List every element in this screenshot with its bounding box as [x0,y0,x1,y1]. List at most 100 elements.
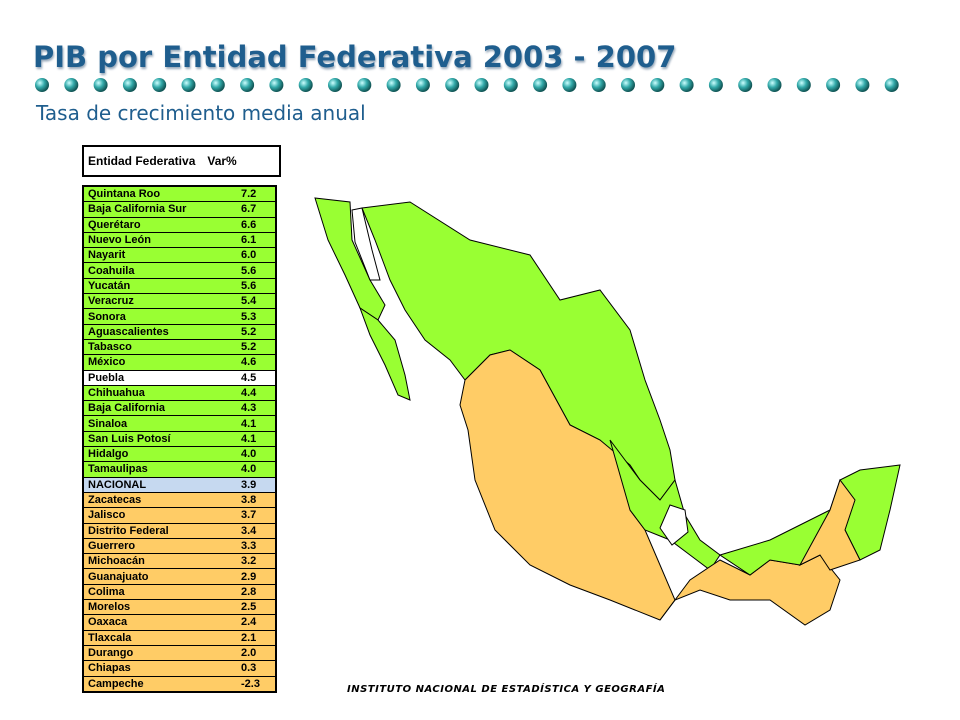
dot [884,78,899,92]
dot [650,78,665,92]
entity-cell: Colima [83,584,237,601]
table-row: Colima 2.8 [83,584,276,601]
value-cell: 2.8 [237,584,276,601]
entity-cell: Oaxaca [83,614,237,631]
dot [122,78,137,92]
entity-cell: Querétaro [83,217,237,233]
entity-cell: San Luis Potosí [83,431,237,448]
value-cell: 7.2 [237,186,276,203]
entity-cell: México [83,354,237,371]
table-row: Jalisco 3.7 [83,507,276,524]
dot [152,78,167,92]
table-row: Michoacán 3.2 [83,553,276,570]
entity-cell: Hidalgo [83,446,237,463]
header-cell: Entidad Federativa [88,154,196,168]
entity-cell: Tamaulipas [83,461,237,478]
title: PIB por Entidad Federativa 2003 - 2007 [33,40,677,74]
value-cell: 4.1 [237,431,276,448]
dot [503,78,518,92]
dot [328,78,342,92]
value-cell: 3.7 [237,507,276,524]
entity-cell: Baja California [83,400,237,417]
region [798,478,861,571]
table-row: San Luis Potosí 4.1 [83,431,276,448]
subtitle: Tasa de crecimiento media anual [36,101,366,125]
value-cell: 6.1 [237,232,276,249]
dot [533,78,548,92]
dot [357,78,372,92]
table-row: Morelos 2.5 [83,599,276,616]
table-header: Entidad Federativa Var% [82,145,281,177]
value-cell: 4.3 [237,400,276,417]
entity-cell: Puebla [83,370,237,386]
table-row: Oaxaca 2.4 [83,614,276,631]
entity-cell: Campeche [83,676,237,693]
entity-cell: Chiapas [83,660,237,677]
dot [562,78,577,92]
dot [855,78,870,92]
entity-cell: Nayarit [83,247,237,264]
table-row: NACIONAL 3.9 [83,477,276,493]
value-cell: 3.8 [237,492,276,509]
dot [93,78,108,92]
table-row: Durango 2.0 [83,645,276,662]
entity-cell: Aguascalientes [83,324,237,340]
entity-cell: Veracruz [83,293,237,310]
value-cell: 4.1 [237,415,276,432]
dot [738,78,753,92]
entity-cell: Sinaloa [83,415,237,432]
table-row: Yucatán 5.6 [83,278,276,295]
entity-cell: Nuevo León [83,232,237,249]
value-cell: 0.3 [237,660,276,677]
dot [269,78,284,92]
value-cell: 2.0 [237,645,276,662]
entity-cell: Quintana Roo [83,186,237,203]
region [718,464,901,576]
value-cell: 3.9 [237,477,276,493]
value-cell: 5.3 [237,308,276,325]
dot [679,78,694,92]
region [459,349,676,621]
header-cell: Var% [207,154,237,168]
value-cell: 4.0 [237,461,276,478]
entity-cell: Baja California Sur [83,201,237,218]
table-row: Baja California Sur 6.7 [83,201,276,218]
table-row: Distrito Federal 3.4 [83,523,276,539]
table-row: Sonora 5.3 [83,308,276,325]
entity-cell: Tabasco [83,339,237,356]
table-row: Tamaulipas 4.0 [83,461,276,478]
value-cell: 5.2 [237,339,276,356]
value-cell: 4.4 [237,385,276,402]
table-row: México 4.6 [83,354,276,371]
value-cell: 3.3 [237,538,276,555]
footer: INSTITUTO NACIONAL DE ESTADÍSTICA Y GEOG… [347,684,666,695]
table-row: Chiapas 0.3 [83,660,276,677]
entity-cell: Morelos [83,599,237,616]
value-cell: 2.9 [237,568,276,585]
value-cell: 5.6 [237,278,276,295]
table-row: Guanajuato 2.9 [83,568,276,585]
dot [767,78,782,92]
value-cell: -2.3 [237,676,276,693]
dot [474,78,489,92]
value-cell: 4.6 [237,354,276,371]
entity-cell: Guerrero [83,538,237,555]
value-cell: 5.2 [237,324,276,340]
table-row: Baja California 4.3 [83,400,276,417]
dot [826,78,841,92]
table-row: Zacatecas 3.8 [83,492,276,509]
table-row: Nuevo León 6.1 [83,232,276,249]
entity-cell: Sonora [83,308,237,325]
entity-cell: Jalisco [83,507,237,524]
value-cell: 2.1 [237,630,276,646]
value-cell: 6.0 [237,247,276,264]
value-cell: 3.4 [237,523,276,539]
dot [621,78,635,92]
dot [415,78,430,92]
table-row: Coahuila 5.6 [83,262,276,279]
entity-cell: Michoacán [83,553,237,570]
entity-cell: NACIONAL [83,477,237,493]
value-cell: 2.4 [237,614,276,631]
table-row: Veracruz 5.4 [83,293,276,310]
